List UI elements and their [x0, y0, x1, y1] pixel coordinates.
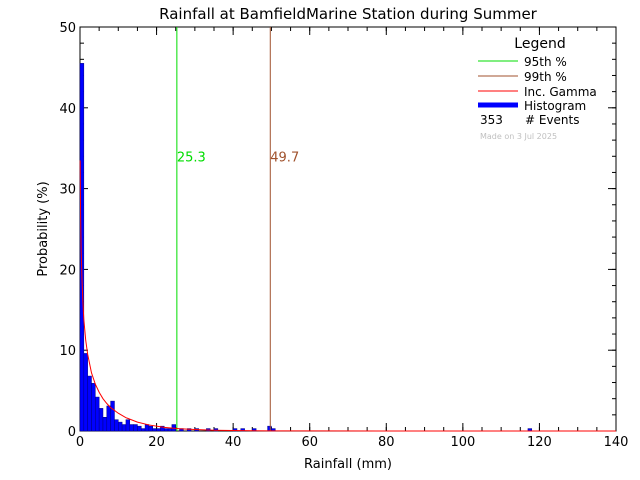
histogram-bar	[98, 408, 104, 432]
histogram-bar	[79, 63, 85, 432]
legend-title: Legend	[514, 36, 565, 52]
x-tick-label: 40	[225, 435, 242, 450]
histogram-bar	[95, 396, 100, 432]
histogram-bar	[87, 375, 92, 432]
legend-label-99th: 99th %	[524, 70, 567, 84]
histogram-bar	[141, 428, 146, 432]
axis-ticks: 0 20 40 60 80 100 120 140 0 10 20 30 40 50	[59, 21, 628, 450]
percentile-value-label: 25.3	[177, 150, 206, 165]
histogram-bar	[102, 417, 108, 432]
histogram-bar	[110, 400, 115, 432]
histogram-bar	[121, 424, 127, 432]
x-tick-label: 20	[148, 435, 165, 450]
y-tick-label: 0	[68, 425, 76, 440]
legend-events-count: 353	[480, 113, 503, 127]
percentile-lines: 25.3 49.7	[176, 27, 299, 431]
histogram-bar	[83, 353, 88, 432]
x-tick-label: 140	[604, 435, 629, 450]
percentile-value-label: 49.7	[270, 150, 299, 165]
y-tick-label: 20	[59, 263, 76, 278]
histogram-bar	[152, 428, 157, 432]
gamma-curve-group	[79, 160, 616, 432]
y-tick-label: 10	[59, 344, 76, 359]
x-axis-label: Rainfall (mm)	[304, 457, 392, 472]
histogram-bar	[144, 424, 150, 432]
credit-text: Made on 3 Jul 2025	[480, 132, 557, 141]
histogram-bar	[91, 383, 96, 432]
y-tick-label: 50	[59, 21, 76, 36]
gamma-curve	[79, 160, 616, 432]
histogram-bar	[267, 425, 272, 432]
y-axis-label: Probability (%)	[36, 181, 51, 276]
histogram-bar	[163, 428, 169, 432]
legend-events-label: # Events	[525, 113, 580, 127]
histogram-bar	[106, 405, 111, 432]
x-tick-label: 120	[527, 435, 552, 450]
legend-label-gamma: Inc. Gamma	[524, 85, 597, 99]
histogram-bar	[114, 419, 119, 432]
histogram-bar	[148, 425, 153, 432]
x-tick-label: 100	[450, 435, 475, 450]
legend-label-histogram: Histogram	[524, 99, 586, 113]
histogram-bar	[125, 419, 131, 432]
y-tick-label: 40	[59, 102, 76, 117]
x-tick-label: 80	[378, 435, 395, 450]
histogram-bar	[156, 428, 161, 432]
histogram-bar	[133, 424, 138, 432]
histogram-bars	[79, 63, 533, 432]
legend: Legend 95th % 99th % Inc. Gamma Histogra…	[478, 36, 597, 141]
histogram-bar	[167, 428, 173, 432]
legend-label-95th: 95th %	[524, 55, 567, 69]
histogram-bar	[129, 424, 134, 432]
x-tick-label: 0	[76, 435, 84, 450]
chart-title: Rainfall at BamfieldMarine Station durin…	[159, 5, 538, 23]
y-tick-label: 30	[59, 183, 76, 198]
x-tick-label: 60	[301, 435, 318, 450]
histogram-bar	[118, 421, 123, 432]
histogram-bar	[137, 425, 142, 432]
